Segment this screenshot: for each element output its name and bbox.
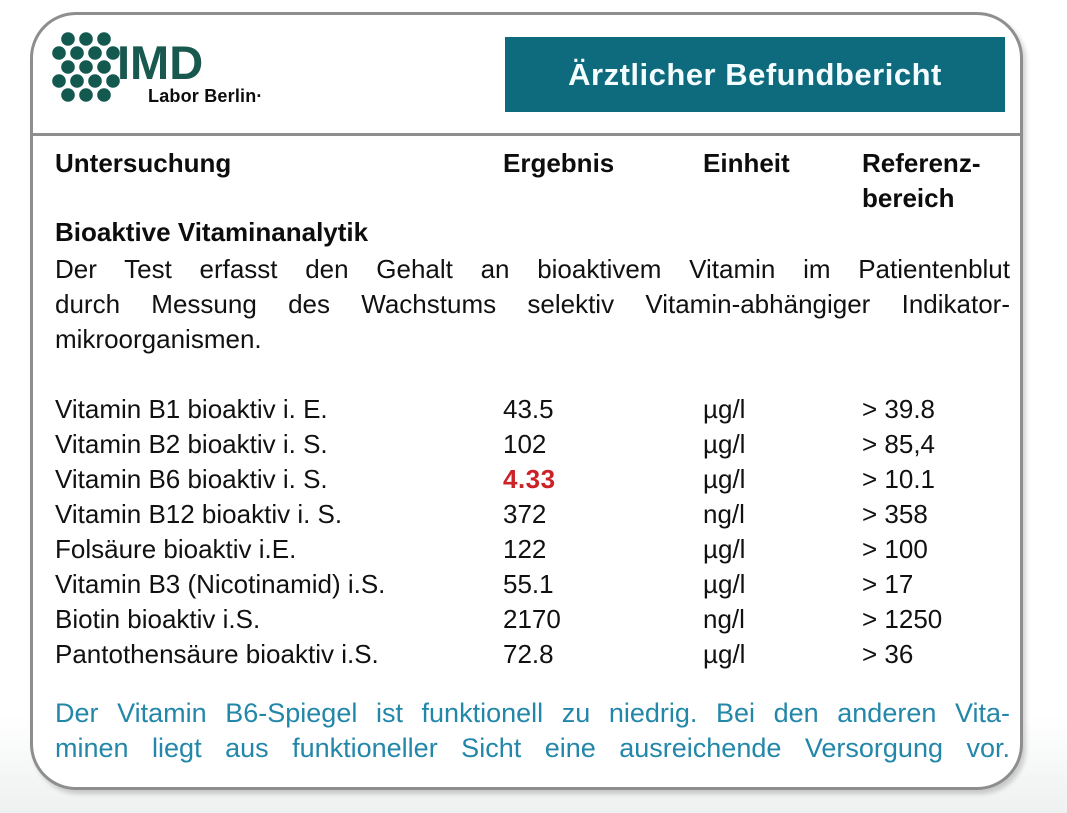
interpretation-comment: Der Vitamin B6-Spiegel ist funktionell z…	[55, 696, 1010, 766]
description-line: Der Test erfasst den Gehalt an bioaktive…	[55, 254, 1010, 284]
referenz-line2: bereich	[862, 183, 955, 213]
test-name: Biotin bioaktiv i.S.	[55, 604, 261, 634]
header-divider	[33, 133, 1020, 136]
test-name: Vitamin B1 bioaktiv i. E.	[55, 394, 328, 424]
result-value: 43.5	[503, 394, 554, 424]
result-value: 72.8	[503, 639, 554, 669]
reference-range: > 358	[862, 499, 928, 529]
section-title: Bioaktive Vitaminanalytik	[55, 217, 369, 247]
reference-range: > 17	[862, 569, 914, 599]
column-header-einheit: Einheit	[703, 148, 790, 178]
unit-value: ng/l	[703, 499, 745, 529]
reference-range: > 1250	[862, 604, 943, 634]
unit-value: µg/l	[703, 534, 746, 564]
table-row: Vitamin B1 bioaktiv i. E. 43.5 µg/l > 39…	[33, 392, 1020, 427]
imd-logo-dots-icon	[52, 32, 120, 102]
reference-range: > 100	[862, 534, 928, 564]
reference-range: > 36	[862, 639, 914, 669]
report-card: IMD Labor Berlin· Ärztlicher Befundberic…	[30, 12, 1023, 790]
reference-range: > 10.1	[862, 464, 936, 494]
report-banner: Ärztlicher Befundbericht	[505, 37, 1005, 112]
column-header-untersuchung: Untersuchung	[55, 148, 232, 178]
test-name: Vitamin B6 bioaktiv i. S.	[55, 464, 328, 494]
section-description: Der Test erfasst den Gehalt an bioaktive…	[55, 252, 1010, 357]
test-name: Pantothensäure bioaktiv i.S.	[55, 639, 379, 669]
result-value: 122	[503, 534, 547, 564]
table-row: Biotin bioaktiv i.S. 2170 ng/l > 1250	[33, 602, 1020, 637]
test-name: Vitamin B3 (Nicotinamid) i.S.	[55, 569, 386, 599]
banner-title: Ärztlicher Befundbericht	[568, 56, 942, 92]
unit-value: µg/l	[703, 569, 746, 599]
comment-line: Der Vitamin B6-Spiegel ist funktionell z…	[55, 698, 1010, 728]
result-value: 102	[503, 429, 547, 459]
comment-line: minen liegt aus funktioneller Sicht eine…	[55, 733, 1010, 763]
unit-value: µg/l	[703, 639, 746, 669]
unit-value: µg/l	[703, 429, 746, 459]
table-row: Vitamin B3 (Nicotinamid) i.S. 55.1 µg/l …	[33, 567, 1020, 602]
brand-subtitle: Labor Berlin·	[148, 86, 263, 106]
column-header-referenzbereich: Referenz- bereich	[862, 146, 980, 216]
result-value: 372	[503, 499, 547, 529]
description-line: durch Messung des Wachstums selektiv Vit…	[55, 289, 1010, 319]
result-value: 55.1	[503, 569, 554, 599]
table-row: Vitamin B6 bioaktiv i. S. 4.33 µg/l > 10…	[33, 462, 1020, 497]
result-value: 2170	[503, 604, 561, 634]
brand-name: IMD	[117, 36, 204, 89]
test-name: Folsäure bioaktiv i.E.	[55, 534, 297, 564]
table-header-row: Untersuchung Ergebnis Einheit Referenz- …	[33, 146, 1020, 216]
test-name: Vitamin B12 bioaktiv i. S.	[55, 499, 343, 529]
description-line: mikroorganismen.	[55, 324, 262, 354]
result-value: 4.33	[503, 464, 556, 494]
table-row: Vitamin B12 bioaktiv i. S. 372 ng/l > 35…	[33, 497, 1020, 532]
results-table: Vitamin B1 bioaktiv i. E. 43.5 µg/l > 39…	[33, 392, 1020, 672]
table-row: Folsäure bioaktiv i.E. 122 µg/l > 100	[33, 532, 1020, 567]
reference-range: > 39.8	[862, 394, 936, 424]
table-row: Vitamin B2 bioaktiv i. S. 102 µg/l > 85,…	[33, 427, 1020, 462]
unit-value: µg/l	[703, 394, 746, 424]
unit-value: µg/l	[703, 464, 746, 494]
test-name: Vitamin B2 bioaktiv i. S.	[55, 429, 328, 459]
referenz-line1: Referenz-	[862, 148, 981, 178]
reference-range: > 85,4	[862, 429, 936, 459]
unit-value: ng/l	[703, 604, 745, 634]
column-header-ergebnis: Ergebnis	[503, 148, 615, 178]
table-row: Pantothensäure bioaktiv i.S. 72.8 µg/l >…	[33, 637, 1020, 672]
